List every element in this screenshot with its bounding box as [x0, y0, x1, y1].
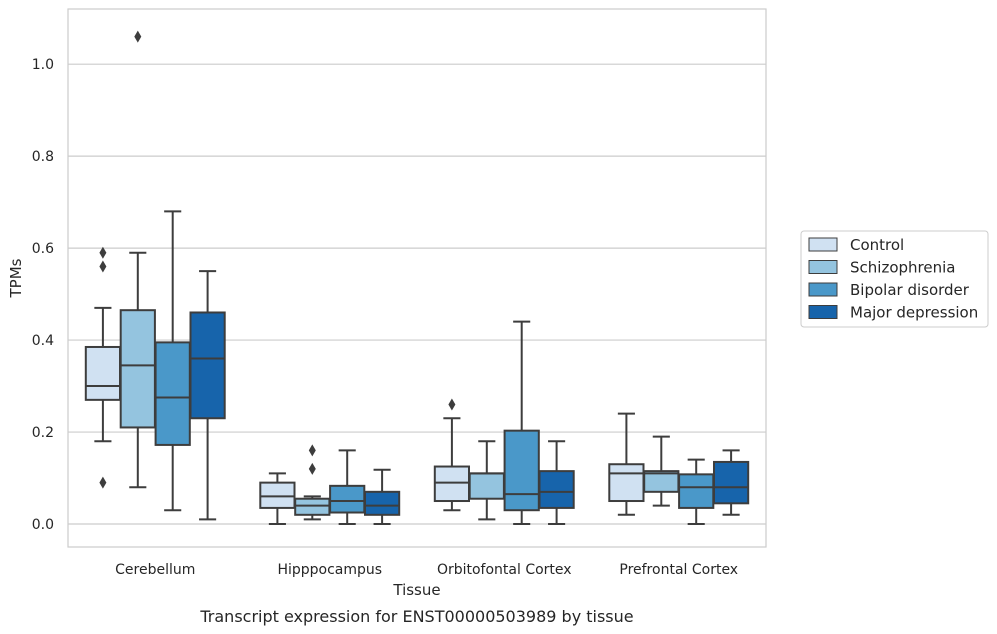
x-axis-label: Tissue: [392, 581, 440, 599]
legend-swatch: [808, 282, 838, 297]
box-iqr: [119, 309, 156, 429]
outlier-point: [99, 476, 107, 489]
box-iqr: [294, 497, 331, 516]
box-group: [294, 444, 331, 521]
outlier-point: [308, 462, 316, 475]
outlier-point: [99, 246, 107, 259]
box-group: [678, 458, 715, 526]
boxes: [84, 30, 750, 526]
box-group: [259, 472, 296, 526]
y-tick-label: 0.4: [32, 333, 54, 349]
x-tick-label: Hipppocampus: [277, 562, 382, 578]
box-group: [119, 30, 156, 489]
legend-swatch: [808, 305, 838, 319]
y-axis-label: TPMs: [7, 258, 25, 298]
box-group: [84, 246, 122, 489]
box-group: [433, 398, 471, 512]
y-tick-label: 0.0: [32, 517, 54, 533]
legend-label: Schizophrenia: [850, 259, 955, 277]
box-group: [154, 210, 191, 512]
legend: Control Schizophrenia Bipolar disorder Majo…: [800, 230, 989, 328]
legend-label: Bipolar disorder: [850, 281, 970, 299]
chart-caption: Transcript expression for ENST0000050398…: [199, 607, 633, 626]
outlier-point: [448, 398, 456, 411]
legend-frame: [800, 230, 989, 328]
plot-frame: [67, 8, 767, 548]
box-iqr: [538, 470, 575, 509]
x-tick-labels: Cerebellum Hipppocampus Orbitofontal Corte…: [115, 562, 738, 578]
box-iqr: [154, 341, 191, 446]
box-group: [712, 449, 750, 516]
legend-label: Major depression: [850, 304, 978, 322]
legend-swatch: [808, 237, 838, 252]
box-iqr: [433, 465, 471, 503]
y-tick-label: 0.6: [32, 241, 54, 257]
box-group: [329, 449, 366, 526]
box-iqr: [678, 473, 715, 509]
outlier-point: [134, 30, 142, 43]
box-group: [643, 435, 680, 507]
box-group: [363, 468, 401, 526]
box-iqr: [329, 484, 366, 514]
y-tick-labels: 0.0 0.2 0.4 0.6 0.8 1.0: [32, 57, 54, 533]
box-iqr: [503, 429, 540, 512]
box-iqr: [189, 311, 226, 420]
box-iqr: [468, 472, 505, 500]
y-tick-label: 1.0: [32, 57, 54, 73]
box-group: [468, 440, 505, 521]
box-group: [189, 270, 226, 521]
box-iqr: [608, 463, 645, 503]
legend-swatch: [808, 260, 838, 274]
y-tick-label: 0.2: [32, 425, 54, 441]
x-tick-label: Orbitofontal Cortex: [437, 562, 572, 578]
box-iqr: [363, 490, 401, 516]
box-group: [503, 320, 540, 526]
x-tick-label: Cerebellum: [115, 562, 195, 578]
y-tick-label: 0.8: [32, 149, 54, 165]
box-group: [608, 412, 645, 516]
legend-label: Control: [850, 236, 904, 254]
box-iqr: [259, 481, 296, 509]
outlier-point: [308, 444, 316, 457]
box-group: [538, 440, 575, 526]
x-tick-label: Prefrontal Cortex: [619, 562, 738, 578]
box-iqr: [84, 345, 122, 401]
box-iqr: [712, 460, 750, 505]
outlier-point: [99, 260, 107, 273]
